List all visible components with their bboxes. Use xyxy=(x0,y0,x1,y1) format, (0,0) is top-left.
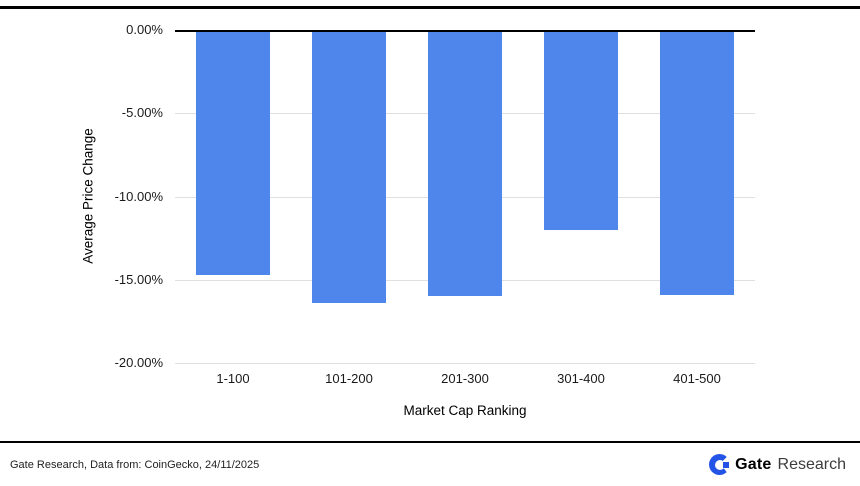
y-tick-label: -5.00% xyxy=(121,105,163,121)
gate-logo-icon xyxy=(709,454,731,475)
gridline xyxy=(175,363,755,364)
gate-logo-icon-hole xyxy=(714,459,725,470)
footer-divider-line xyxy=(0,441,860,443)
gate-logo-icon-square xyxy=(723,461,730,468)
x-axis-title: Market Cap Ranking xyxy=(403,403,527,418)
brand-name-research: Research xyxy=(777,455,846,473)
y-tick-label: -10.00% xyxy=(114,188,163,204)
plot-area: 0.00% -5.00% -10.00% -15.00% -20.00% 1-100 101… xyxy=(115,22,755,386)
x-tick-label: 1-100 xyxy=(216,371,250,386)
y-tick-label: -20.00% xyxy=(114,355,163,370)
y-tick-label: 0.00% xyxy=(126,22,163,37)
bar-301-400 xyxy=(544,32,618,230)
x-tick-label: 201-300 xyxy=(441,371,489,386)
x-tick-label: 401-500 xyxy=(673,371,721,386)
footer: Gate Research, Data from: CoinGecko, 24/… xyxy=(0,443,860,486)
bar-401-500 xyxy=(660,32,734,295)
top-border-line xyxy=(0,6,860,9)
x-tick-label: 101-200 xyxy=(325,371,373,386)
source-caption: Gate Research, Data from: CoinGecko, 24/… xyxy=(10,458,260,471)
brand-name-gate: Gate xyxy=(735,455,772,473)
gate-research-logo: Gate Research xyxy=(709,454,846,475)
y-tick-label: -15.00% xyxy=(114,271,163,287)
bar-101-200 xyxy=(312,32,386,304)
bar-201-300 xyxy=(428,32,502,297)
bar-1-100 xyxy=(196,32,270,275)
x-tick-label: 301-400 xyxy=(557,371,605,386)
axis-baseline xyxy=(175,30,755,32)
